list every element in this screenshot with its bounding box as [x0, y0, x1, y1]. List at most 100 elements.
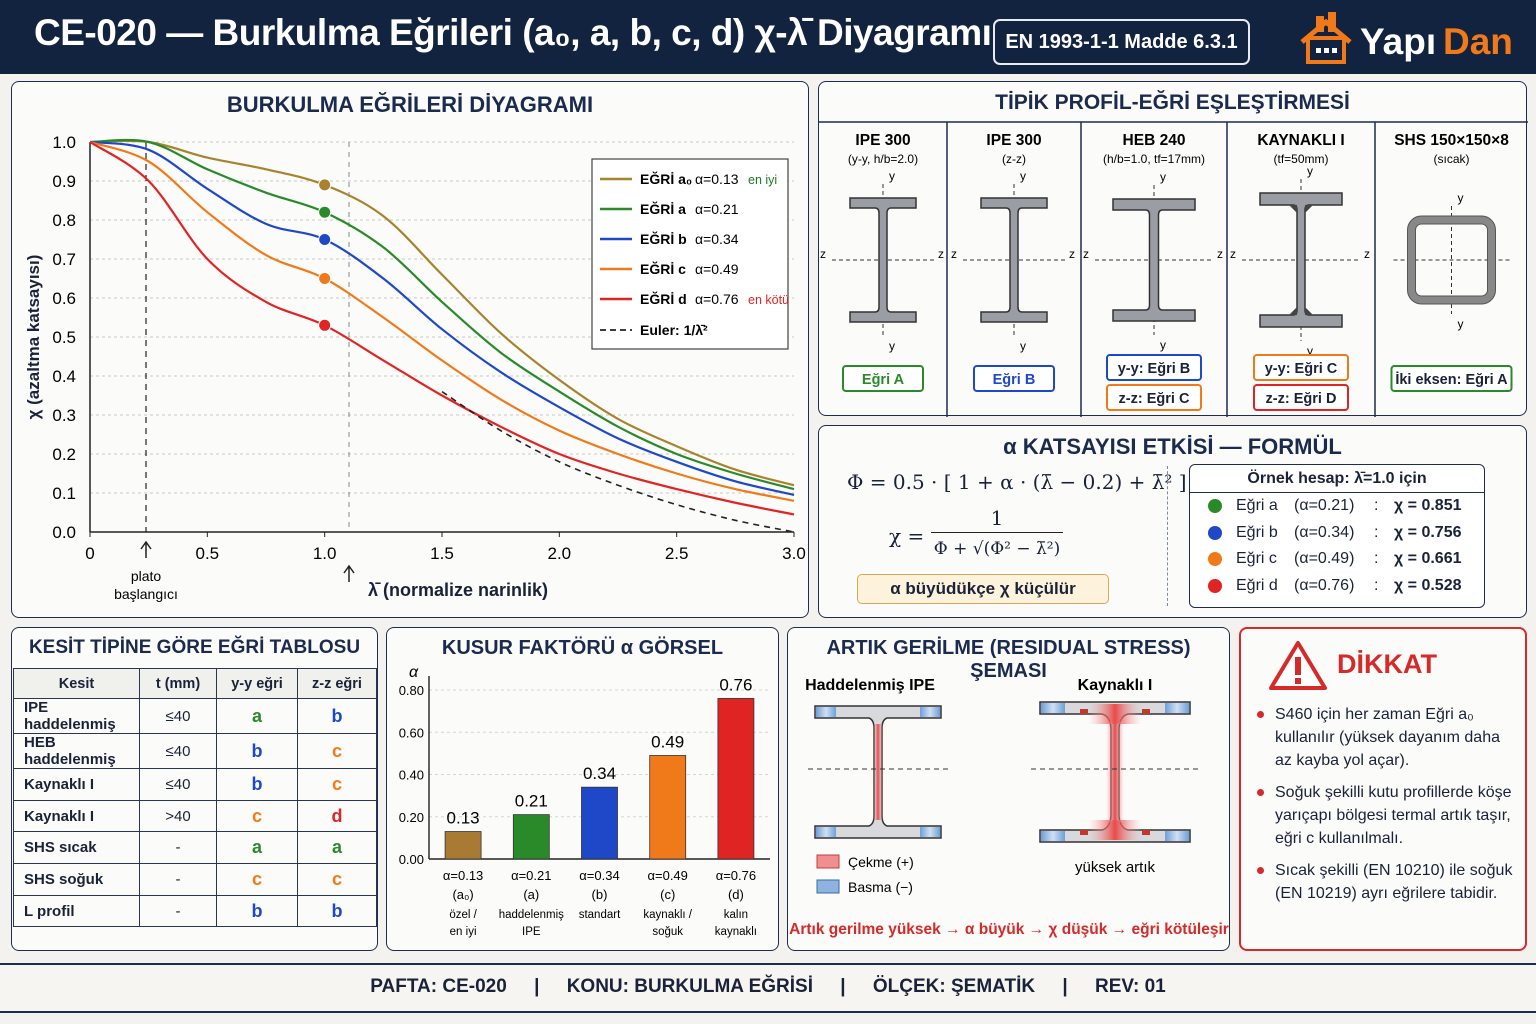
- table-row: Kaynaklı I >40 c d: [13, 799, 377, 833]
- y-tick-label: 0.4: [52, 367, 76, 386]
- curve-cell: d: [297, 799, 377, 833]
- footer-sheet: PAFTA: CE-020: [370, 976, 507, 997]
- axis-label-y: y: [1160, 170, 1166, 184]
- bar-chart-y-label: α: [409, 664, 419, 681]
- building-icon: [1300, 12, 1352, 64]
- axis-label-z: z: [1069, 247, 1075, 261]
- curve-dot-icon: [1208, 525, 1222, 540]
- x-tick-label: 0: [85, 544, 94, 563]
- example-row: Eğri a (α=0.21): χ = 0.851: [1190, 493, 1484, 520]
- alpha-bar: [649, 755, 687, 860]
- page-title: CE-020 — Burkulma Eğrileri (a₀, a, b, c,…: [34, 12, 992, 53]
- curve-badge: [973, 365, 1055, 392]
- curve-dot-icon: [1208, 578, 1222, 593]
- bar-category-curve: (a₀): [452, 887, 473, 902]
- example-chi: χ = 0.661: [1394, 550, 1462, 567]
- legend-note: en iyi: [748, 173, 777, 187]
- table-header: Kesit: [13, 668, 140, 699]
- high-residual-note: yüksek artık: [1075, 859, 1156, 876]
- table-row: SHS sıcak - a a: [13, 831, 377, 865]
- curve-marker: [318, 233, 332, 246]
- euler-legend-label: Euler: 1/λ̄²: [640, 322, 708, 338]
- curve-badge-label: Eğri A: [862, 372, 905, 388]
- table-row: Kaynaklı I ≤40 b c: [13, 768, 377, 801]
- example-row: Eğri b (α=0.34): χ = 0.756: [1190, 520, 1484, 547]
- curve-cell: c: [297, 768, 377, 801]
- table-row: SHS soğuk - c c: [13, 863, 377, 896]
- curve-cell: a: [216, 831, 298, 865]
- alpha-bar: [512, 814, 550, 860]
- warning-item: Soğuk şekilli kutu profillerde köşe yarı…: [1255, 781, 1521, 850]
- yapidan-logo: Yapı Dan: [1300, 12, 1513, 64]
- curve-cell: c: [216, 863, 298, 896]
- profile-subtitle: (z-z): [1002, 152, 1026, 166]
- footer-scale: ÖLÇEK: ŞEMATİK: [872, 976, 1036, 997]
- y-tick-label: 0.1: [52, 484, 76, 503]
- y-tick-label: 0.3: [52, 406, 76, 425]
- profile-name: KAYNAKLI I: [1257, 132, 1344, 149]
- profile-subtitle: (h/b=1.0, tf=17mm): [1103, 152, 1205, 166]
- example-chi: χ = 0.756: [1394, 523, 1462, 541]
- buckling-curve-series: [89, 140, 795, 502]
- chart-series: [89, 138, 795, 533]
- lambda-arrow-icon: [343, 564, 355, 582]
- curve-badge-label: y-y: Eğri C: [1265, 361, 1338, 377]
- axis-label-y: y: [1307, 344, 1313, 358]
- x-tick-label: 1.0: [313, 544, 337, 563]
- bar-y-tick-label: 0.80: [399, 683, 424, 698]
- curve-dot-icon: [1208, 499, 1222, 513]
- axis-label-y: y: [1160, 338, 1166, 352]
- chi-formula-numerator: 1: [990, 506, 1004, 530]
- section-name-cell: Kaynaklı I: [13, 768, 140, 801]
- plateau-label-1: plato: [131, 568, 162, 584]
- footer-topic: KONU: BURKULMA EĞRİSİ: [566, 976, 813, 997]
- footer-separator: |: [534, 976, 540, 997]
- example-chi: χ = 0.851: [1394, 497, 1462, 514]
- warning-icon: [1269, 641, 1327, 690]
- i-section-shape: [1112, 198, 1196, 322]
- bar-category-curve: (a): [523, 887, 539, 902]
- bar-y-tick-label: 0.40: [399, 768, 424, 783]
- residual-chain-note: Artık gerilme yüksek → α büyük → χ düşük…: [789, 921, 1229, 938]
- curve-cell: c: [297, 733, 377, 769]
- example-title: Örnek hesap: λ̄=1.0 için: [1190, 465, 1484, 493]
- bar-category-curve: (c): [660, 887, 675, 902]
- thickness-cell: >40: [139, 799, 217, 833]
- y-tick-label: 1.0: [52, 133, 76, 152]
- chart-legend: EĞRİ a₀ α=0.13 en iyi EĞRİ a α=0.21 EĞRİ b α=0…: [591, 158, 789, 350]
- y-tick-label: 0.7: [52, 250, 76, 269]
- table-header: y-y eğri: [216, 668, 298, 699]
- section-table-title: KESİT TİPİNE GÖRE EĞRİ TABLOSU: [28, 637, 361, 658]
- welded-i-label: Kaynaklı I: [1078, 677, 1153, 694]
- axis-label-z: z: [1217, 247, 1223, 261]
- bar-y-tick-label: 0.60: [399, 725, 424, 740]
- x-axis-label: λ̄ (normalize narinlik): [368, 580, 548, 600]
- example-separator: :: [1374, 523, 1379, 541]
- bar-category-curve: (d): [728, 887, 744, 902]
- x-tick-label: 0.5: [196, 544, 220, 563]
- curve-badge-label: y-y: Eğri B: [1118, 361, 1191, 377]
- section-name-cell: IPE haddelenmiş: [13, 698, 140, 734]
- profile-curve-panel: TİPİK PROFİL-EĞRİ EŞLEŞTİRMESİ IPE 300 (y…: [818, 81, 1528, 417]
- curve-cell: b: [297, 698, 377, 734]
- axis-label-y: y: [1458, 191, 1464, 205]
- example-separator: :: [1374, 550, 1379, 567]
- fraction-bar: [931, 532, 1063, 533]
- buckling-curve-series: [89, 138, 795, 491]
- axis-label-y: y: [1307, 164, 1313, 178]
- example-separator: :: [1374, 497, 1379, 514]
- logo-text-yapi: Yapı: [1360, 21, 1436, 62]
- warning-title: DİKKAT: [1337, 649, 1437, 679]
- curve-cell: b: [216, 768, 298, 801]
- curve-cell: b: [297, 894, 377, 928]
- bar-value-label: 0.76: [719, 675, 752, 694]
- buckling-curve-panel: BURKULMA EĞRİLERİ DİYAGRAMI 1.0 0.9 0.8 0.7…: [11, 81, 809, 618]
- profile-name: IPE 300: [986, 132, 1041, 149]
- table-header: z-z eğri: [297, 668, 377, 699]
- legend-note: en kötü: [748, 293, 789, 307]
- legend-curve-name: EĞRİ a₀: [640, 170, 692, 187]
- y-tick-label: 0.2: [52, 445, 76, 464]
- footer-separator: |: [1062, 976, 1068, 997]
- curve-cell: a: [216, 698, 298, 734]
